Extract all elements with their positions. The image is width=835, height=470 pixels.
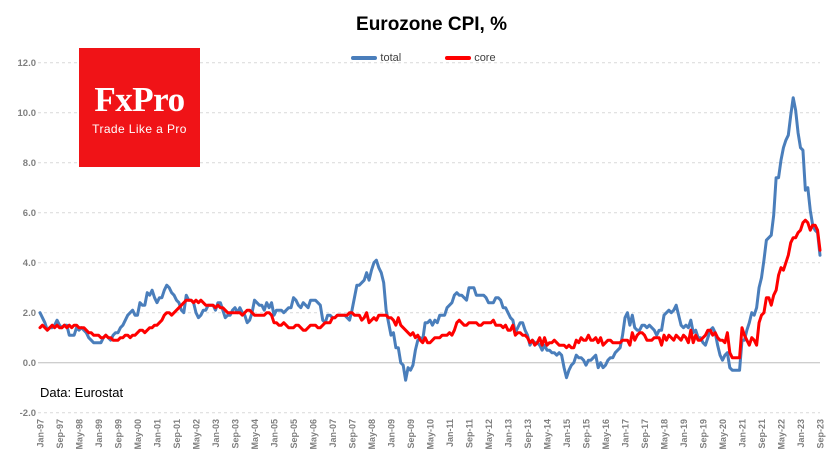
x-axis-tick-label: Jan-07 — [328, 419, 338, 448]
x-axis-tick-label: Jan-23 — [796, 419, 806, 448]
x-axis-tick-label: May-14 — [543, 419, 553, 450]
x-axis-tick-label: Jan-13 — [504, 419, 514, 448]
chart-title: Eurozone CPI, % — [356, 14, 507, 35]
x-axis-tick-label: May-22 — [777, 419, 787, 450]
x-axis-tick-label: Jan-05 — [270, 419, 280, 448]
y-axis-tick-label: 6.0 — [23, 208, 36, 219]
legend-item-total: total — [351, 52, 401, 64]
x-axis-tick-label: Sep-07 — [348, 419, 358, 449]
x-axis-tick-label: May-04 — [250, 419, 260, 450]
x-axis-tick-label: Sep-97 — [55, 419, 65, 449]
x-axis-tick-label: Jan-97 — [36, 419, 46, 448]
x-axis-tick-label: May-20 — [718, 419, 728, 450]
y-axis-tick-label: 2.0 — [23, 308, 36, 319]
x-axis-tick-label: Sep-09 — [406, 419, 416, 449]
x-axis-tick-label: May-02 — [192, 419, 202, 450]
data-source-note: Data: Eurostat — [40, 385, 124, 400]
total-series-line — [38, 96, 822, 382]
x-axis-tick-label: Jan-11 — [445, 419, 455, 447]
x-axis-tick-label: May-18 — [660, 419, 670, 450]
y-axis-tick-label: 4.0 — [23, 258, 36, 269]
x-axis-tick-label: Jan-09 — [387, 419, 397, 448]
x-axis-tick-label: Jan-15 — [562, 419, 572, 448]
x-axis-tick-label: Sep-11 — [465, 419, 475, 448]
x-axis-tick-label: Jan-99 — [94, 419, 104, 448]
fxpro-tagline: Trade Like a Pro — [92, 121, 187, 136]
x-axis-tick-label: May-98 — [75, 419, 85, 450]
core-series-line — [38, 218, 822, 360]
x-axis-tick-label: May-10 — [426, 419, 436, 450]
x-axis-tick-label: Sep-21 — [757, 419, 767, 449]
x-axis-tick-label: Sep-99 — [114, 419, 124, 449]
legend-label-core: core — [474, 52, 496, 64]
chart-legend: total core — [6, 50, 835, 66]
x-axis-tick-label: Sep-13 — [523, 419, 533, 449]
x-axis-tick-label: Jan-19 — [679, 419, 689, 448]
x-axis-tick-label: Sep-23 — [816, 419, 826, 449]
y-axis-tick-label: -2.0 — [20, 408, 36, 419]
fxpro-logo: FxPro Trade Like a Pro — [79, 48, 200, 167]
x-axis-tick-label: Jan-03 — [211, 419, 221, 448]
x-axis-tick-label: Jan-01 — [153, 419, 163, 448]
x-axis-tick-label: May-08 — [367, 419, 377, 450]
y-axis-tick-label: 10.0 — [18, 108, 37, 119]
y-axis-tick-label: 0.0 — [23, 358, 36, 369]
x-axis-tick-label: May-16 — [601, 419, 611, 450]
x-axis-tick-label: Sep-19 — [699, 419, 709, 449]
x-axis-tick-label: Sep-05 — [289, 419, 299, 449]
x-axis-tick-label: Sep-01 — [172, 419, 182, 449]
x-axis-tick-label: Jan-21 — [738, 419, 748, 448]
x-axis-tick-label: May-00 — [133, 419, 143, 450]
x-axis-tick-label: Sep-03 — [231, 419, 241, 449]
total-line-swatch-icon — [351, 56, 378, 60]
y-axis-tick-label: 8.0 — [23, 158, 36, 169]
legend-label-total: total — [380, 52, 402, 64]
core-line-swatch-icon — [445, 56, 472, 60]
x-axis-tick-label: Jan-17 — [621, 419, 631, 448]
legend-item-core: core — [445, 52, 496, 64]
y-axis-tick-label: 12.0 — [18, 58, 37, 69]
fxpro-wordmark: FxPro — [94, 79, 185, 119]
x-axis-tick-label: Sep-15 — [582, 419, 592, 449]
x-axis-tick-label: May-06 — [309, 419, 319, 450]
x-axis-tick-label: Sep-17 — [640, 419, 650, 449]
x-axis-tick-label: May-12 — [484, 419, 494, 450]
